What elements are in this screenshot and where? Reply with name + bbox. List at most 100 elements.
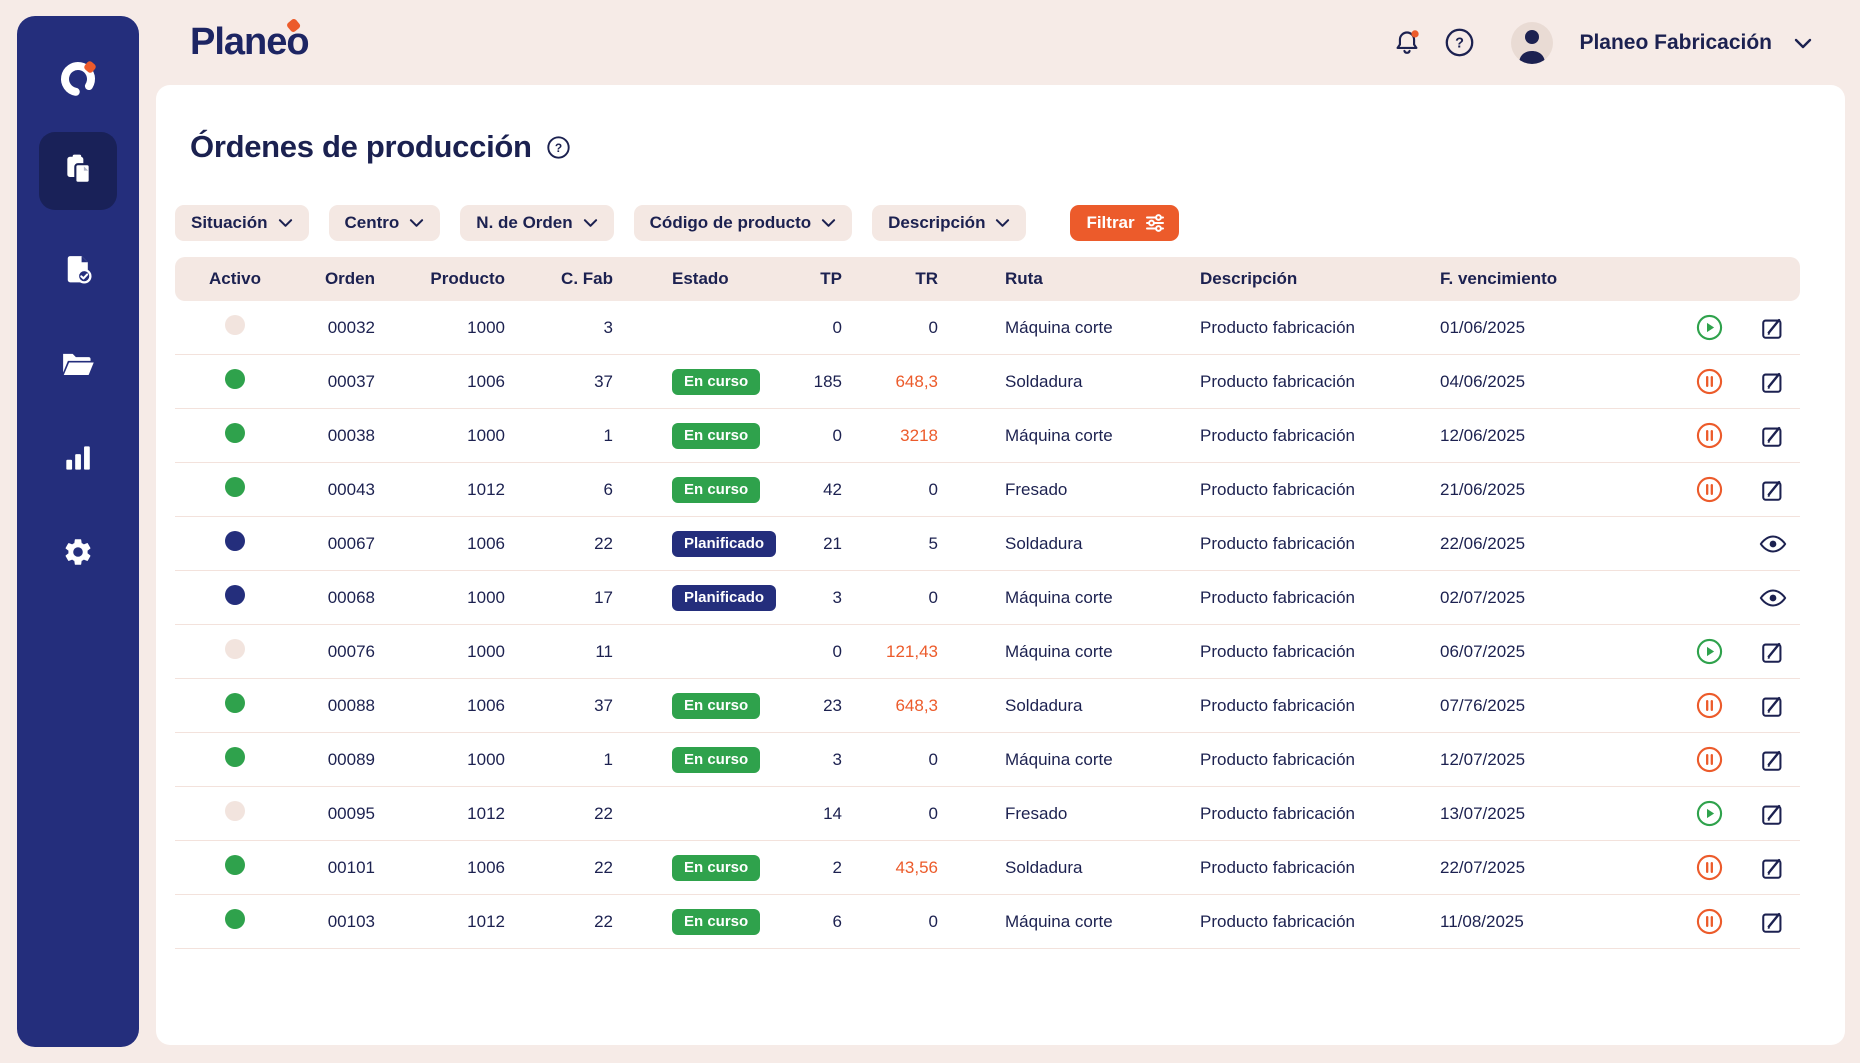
cell-tp: 0: [832, 641, 842, 661]
edit-order-button[interactable]: [1759, 854, 1787, 882]
edit-order-button[interactable]: [1759, 314, 1787, 342]
cell-tr: 648,3: [895, 371, 938, 391]
pause-order-button[interactable]: [1695, 422, 1723, 450]
help-button[interactable]: ?: [1440, 23, 1479, 62]
table-row[interactable]: 00095 1012 22 14 0 Fresado Producto fabr…: [175, 787, 1800, 841]
column-header-estado: Estado: [672, 269, 729, 288]
cell-ruta: Máquina corte: [1005, 317, 1113, 337]
column-header-producto: Producto: [430, 269, 505, 288]
active-indicator: [225, 801, 245, 821]
pause-order-button[interactable]: [1695, 476, 1723, 504]
table-row[interactable]: 00037 1006 37 En curso 185 648,3 Soldadu…: [175, 355, 1800, 409]
planeo-ring-icon[interactable]: [59, 60, 97, 98]
cell-tp: 3: [832, 587, 842, 607]
edit-icon: [1762, 426, 1782, 447]
table-row[interactable]: 00043 1012 6 En curso 42 0 Fresado Produ…: [175, 463, 1800, 517]
bell-icon: [1396, 29, 1420, 54]
cell-cfab: 6: [603, 479, 613, 499]
filter-chip-5[interactable]: Descripción: [872, 205, 1027, 241]
pause-order-button[interactable]: [1695, 692, 1723, 720]
sidebar-item-settings[interactable]: [56, 536, 100, 572]
table-row[interactable]: 00089 1000 1 En curso 3 0 Máquina corte …: [175, 733, 1800, 787]
cell-tr: 0: [928, 587, 938, 607]
cell-orden: 00103: [327, 911, 375, 931]
cell-vencimiento: 06/07/2025: [1440, 641, 1526, 661]
cell-cfab: 17: [594, 587, 613, 607]
table-row[interactable]: 00032 1000 3 0 0 Máquina corte Producto …: [175, 301, 1800, 355]
cell-tp: 6: [832, 911, 842, 931]
edit-order-button[interactable]: [1759, 368, 1787, 396]
play-circle-icon: [1696, 638, 1722, 665]
user-menu-label[interactable]: Planeo Fabricación: [1579, 30, 1772, 54]
cell-orden: 00101: [327, 857, 375, 877]
bar-chart-icon: [63, 442, 94, 478]
gear-icon: [62, 536, 94, 573]
edit-order-button[interactable]: [1759, 476, 1787, 504]
cell-vencimiento: 12/07/2025: [1440, 749, 1526, 769]
pause-order-button[interactable]: [1695, 746, 1723, 774]
view-order-button[interactable]: [1759, 584, 1787, 612]
sidebar-item-reports[interactable]: [56, 442, 100, 478]
table-row[interactable]: 00076 1000 11 0 121,43 Máquina corte Pro…: [175, 625, 1800, 679]
sidebar-item-projects[interactable]: [56, 348, 100, 384]
cell-tr: 0: [928, 911, 938, 931]
status-badge: En curso: [672, 908, 761, 935]
edit-icon: [1762, 372, 1782, 393]
notifications-button[interactable]: [1388, 24, 1426, 62]
sidebar-item-production-orders[interactable]: [39, 132, 117, 210]
cell-ruta: Máquina corte: [1005, 641, 1113, 661]
filter-chip-4[interactable]: Código de producto: [633, 205, 853, 241]
resume-order-button[interactable]: [1695, 314, 1723, 342]
chevron-down-icon: [583, 219, 597, 227]
edit-order-button[interactable]: [1759, 638, 1787, 666]
cell-cfab: 22: [594, 803, 613, 823]
filter-chip-3[interactable]: N. de Orden: [460, 205, 614, 241]
sidebar-item-validated-documents[interactable]: [56, 254, 100, 290]
pause-order-button[interactable]: [1695, 854, 1723, 882]
pause-circle-icon: [1696, 692, 1722, 719]
table-row[interactable]: 00068 1000 17 Planificado 3 0 Máquina co…: [175, 571, 1800, 625]
table-row[interactable]: 00067 1006 22 Planificado 21 5 Soldadura…: [175, 517, 1800, 571]
filter-chip-1[interactable]: Situación: [175, 205, 309, 241]
cell-descripcion: Producto fabricación: [1200, 587, 1355, 607]
table-row[interactable]: 00103 1012 22 En curso 6 0 Máquina corte…: [175, 895, 1800, 949]
resume-order-button[interactable]: [1695, 800, 1723, 828]
pause-order-button[interactable]: [1695, 368, 1723, 396]
cell-ruta: Máquina corte: [1005, 425, 1113, 445]
question-circle-icon: ?: [1446, 28, 1474, 57]
cell-descripcion: Producto fabricación: [1200, 533, 1355, 553]
view-order-button[interactable]: [1759, 530, 1787, 558]
cell-tr: 121,43: [886, 641, 938, 661]
filter-chip-2[interactable]: Centro: [328, 205, 441, 241]
edit-order-button[interactable]: [1759, 908, 1787, 936]
resume-order-button[interactable]: [1695, 638, 1723, 666]
cell-orden: 00095: [327, 803, 375, 823]
edit-order-button[interactable]: [1759, 422, 1787, 450]
folder-open-icon: [61, 349, 95, 384]
cell-orden: 00037: [327, 371, 375, 391]
topbar: Planeo ? Planeo Fabricación: [139, 0, 1860, 85]
eye-icon: [1759, 589, 1787, 606]
pause-circle-icon: [1696, 746, 1722, 773]
cell-producto: 1012: [467, 479, 505, 499]
edit-order-button[interactable]: [1759, 800, 1787, 828]
table-row[interactable]: 00088 1006 37 En curso 23 648,3 Soldadur…: [175, 679, 1800, 733]
table-row[interactable]: 00038 1000 1 En curso 0 3218 Máquina cor…: [175, 409, 1800, 463]
person-icon: [1519, 29, 1546, 64]
main-card: Órdenes de producción ? Situación Centro…: [156, 85, 1845, 1045]
brand-logo: Planeo: [190, 17, 310, 64]
page-title: Órdenes de producción: [190, 129, 532, 164]
avatar[interactable]: [1511, 21, 1554, 64]
pause-order-button[interactable]: [1695, 908, 1723, 936]
chevron-down-icon: [821, 219, 836, 227]
edit-order-button[interactable]: [1759, 746, 1787, 774]
table-row[interactable]: 00101 1006 22 En curso 2 43,56 Soldadura…: [175, 841, 1800, 895]
edit-order-button[interactable]: [1759, 692, 1787, 720]
chevron-down-icon[interactable]: [1794, 37, 1812, 49]
cell-ruta: Máquina corte: [1005, 911, 1113, 931]
chevron-down-icon: [410, 219, 424, 227]
filter-button[interactable]: Filtrar: [1070, 205, 1179, 241]
title-help-icon[interactable]: ?: [546, 135, 571, 160]
cell-producto: 1006: [467, 533, 505, 553]
svg-text:?: ?: [1456, 36, 1465, 52]
